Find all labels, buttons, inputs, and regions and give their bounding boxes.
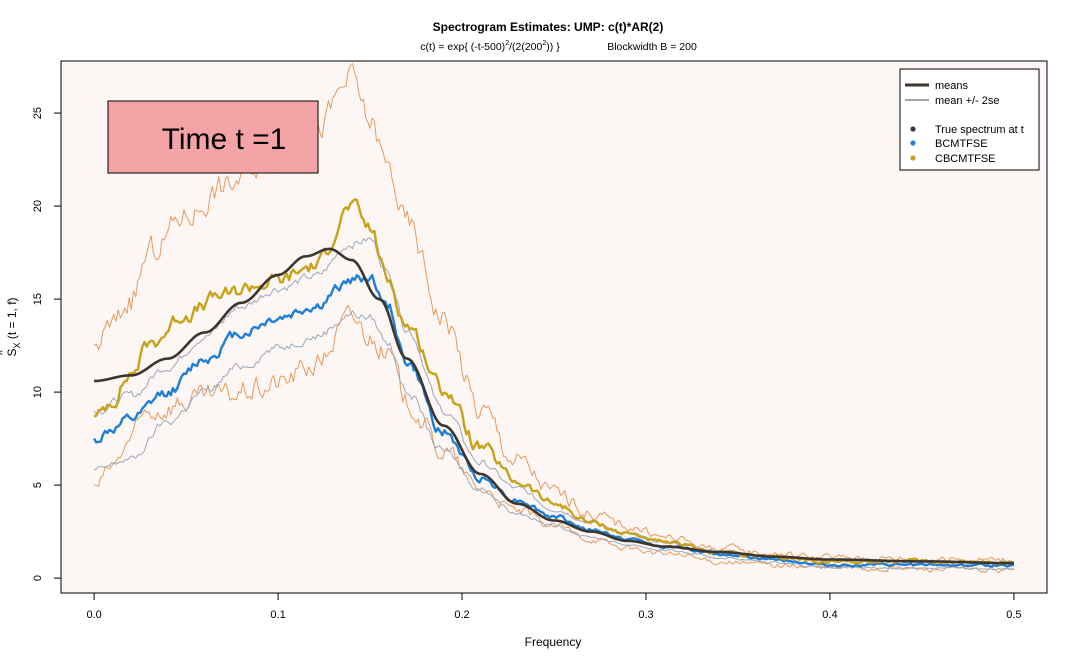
legend-point: [910, 155, 916, 161]
y-tick-label: 0: [32, 575, 44, 581]
series-line: [94, 247, 1014, 565]
y-tick-label: 25: [32, 107, 44, 119]
x-axis-label: Frequency: [525, 635, 582, 649]
chart-subtitle-blockwidth: Blockwidth B = 200: [607, 41, 697, 53]
legend-label: True spectrum at t: [935, 124, 1024, 136]
y-tick-label: 5: [32, 482, 44, 488]
series-line: [93, 273, 1014, 568]
y-tick-label: 20: [32, 200, 44, 212]
chart-title: Spectrogram Estimates: UMP: c(t)*AR(2): [433, 20, 664, 34]
series-line: [93, 304, 1015, 574]
time-annotation-text: Time t =1: [162, 123, 287, 156]
y-axis-label: SX (t = 1, f) ^: [0, 297, 22, 356]
legend-label: mean +/- 2se: [935, 95, 1000, 107]
x-tick-label: 0.5: [1006, 609, 1021, 621]
y-tick-label: 10: [32, 386, 44, 398]
legend: means mean +/- 2se True spectrum at t BCMTF…: [899, 68, 1040, 171]
svg-text:SX (t = 1, f): SX (t = 1, f): [5, 297, 22, 356]
svg-text:^: ^: [0, 350, 9, 355]
y-tick-label: 15: [32, 293, 44, 305]
legend-label: means: [935, 80, 969, 92]
legend-point: [910, 140, 916, 146]
x-tick-label: 0.2: [454, 609, 469, 621]
x-tick-label: 0.1: [270, 609, 285, 621]
legend-label: CBCMTFSE: [935, 153, 996, 165]
legend-point: [910, 126, 916, 132]
time-annotation-box: [107, 100, 319, 174]
series-line: [93, 198, 1015, 566]
y-axis: 0 5 10 15 20 25: [32, 107, 62, 581]
x-tick-label: 0.0: [86, 609, 101, 621]
x-tick-label: 0.4: [822, 609, 837, 621]
chart-subtitle-formula: c(t) = exp{ (-t-500)2/(2(2002)) }: [420, 40, 560, 53]
x-tick-label: 0.3: [638, 609, 653, 621]
x-axis: 0.0 0.1 0.2 0.3 0.4 0.5: [86, 592, 1022, 621]
legend-label: BCMTFSE: [935, 138, 988, 150]
